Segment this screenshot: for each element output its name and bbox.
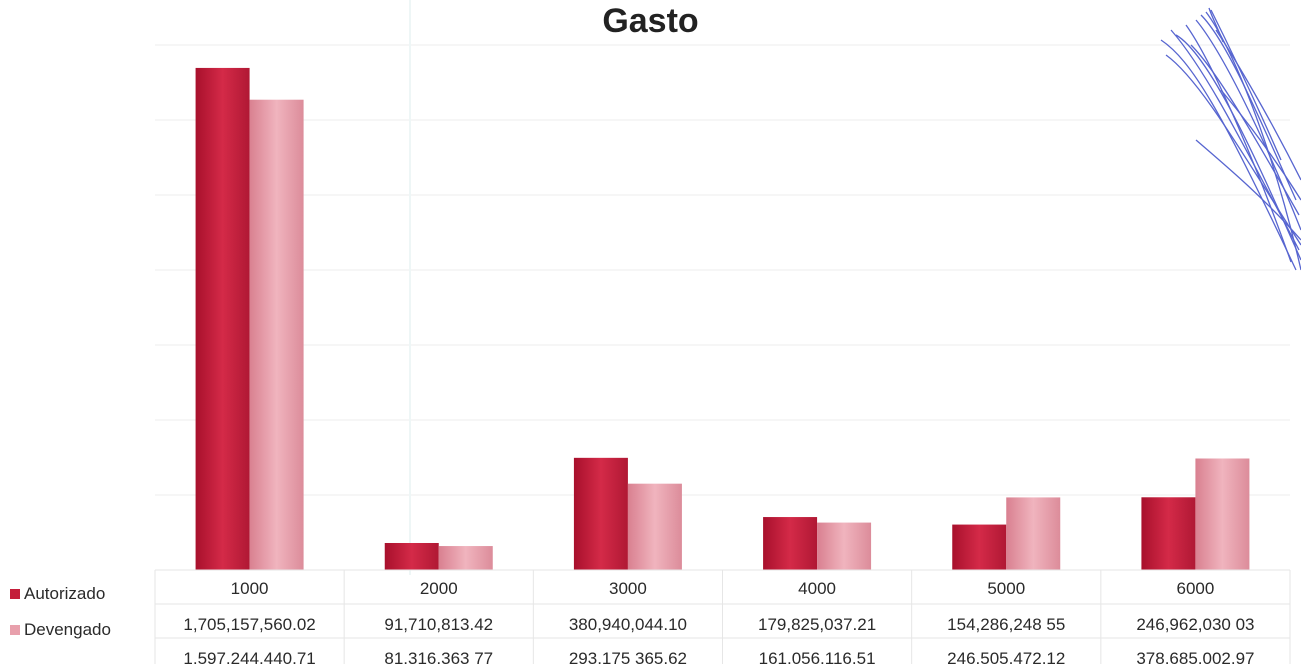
category-label-2000: 2000: [420, 579, 458, 598]
value-label-devengado-1000: 1,597,244,440.71: [183, 649, 315, 664]
pen-scribble-mark: [1160, 7, 1301, 271]
legend-row-autorizado: Autorizado: [10, 582, 105, 606]
bar-devengado-4000: [817, 522, 872, 570]
value-label-devengado-6000: 378,685,002.97: [1136, 649, 1254, 664]
bar-devengado-6000: [1195, 458, 1250, 570]
category-label-3000: 3000: [609, 579, 647, 598]
legend-label-devengado: Devengado: [24, 620, 111, 639]
bar-devengado-5000: [1006, 497, 1061, 570]
category-label-6000: 6000: [1177, 579, 1215, 598]
legend-row-devengado: Devengado: [10, 618, 111, 642]
grid-lines: [155, 0, 1290, 575]
value-label-devengado-2000: 81,316,363 77: [384, 649, 493, 664]
category-label-4000: 4000: [798, 579, 836, 598]
legend-label-autorizado: Autorizado: [24, 584, 106, 603]
value-label-devengado-4000: 161,056,116.51: [759, 649, 876, 664]
bar-devengado-1000: [249, 99, 304, 570]
value-label-autorizado-3000: 380,940,044.10: [569, 615, 687, 634]
value-label-devengado-5000: 246,505,472.12: [947, 649, 1065, 664]
value-label-autorizado-4000: 179,825,037.21: [758, 615, 876, 634]
bar-autorizado-6000: [1141, 497, 1196, 570]
bar-devengado-2000: [438, 546, 493, 570]
bar-autorizado-3000: [573, 457, 628, 570]
value-label-autorizado-1000: 1,705,157,560.02: [183, 615, 315, 634]
legend-swatch-autorizado: [10, 589, 20, 599]
bars-group: [155, 67, 1290, 571]
value-label-devengado-3000: 293,175 365.62: [569, 649, 687, 664]
value-label-autorizado-2000: 91,710,813.42: [384, 615, 493, 634]
bar-autorizado-4000: [763, 517, 818, 570]
legend-swatch-devengado: [10, 625, 20, 635]
bar-autorizado-5000: [952, 524, 1007, 570]
chart-title: Gasto: [602, 2, 699, 40]
category-label-1000: 1000: [231, 579, 269, 598]
bar-autorizado-1000: [195, 67, 250, 570]
bar-autorizado-2000: [384, 542, 439, 570]
value-label-autorizado-5000: 154,286,248 55: [947, 615, 1065, 634]
value-label-autorizado-6000: 246,962,030 03: [1136, 615, 1254, 634]
bar-devengado-3000: [627, 483, 682, 570]
category-label-5000: 5000: [987, 579, 1025, 598]
data-table: 1000 1,705,157,560.02 1,597,244,440.71 2000…: [154, 569, 1291, 664]
